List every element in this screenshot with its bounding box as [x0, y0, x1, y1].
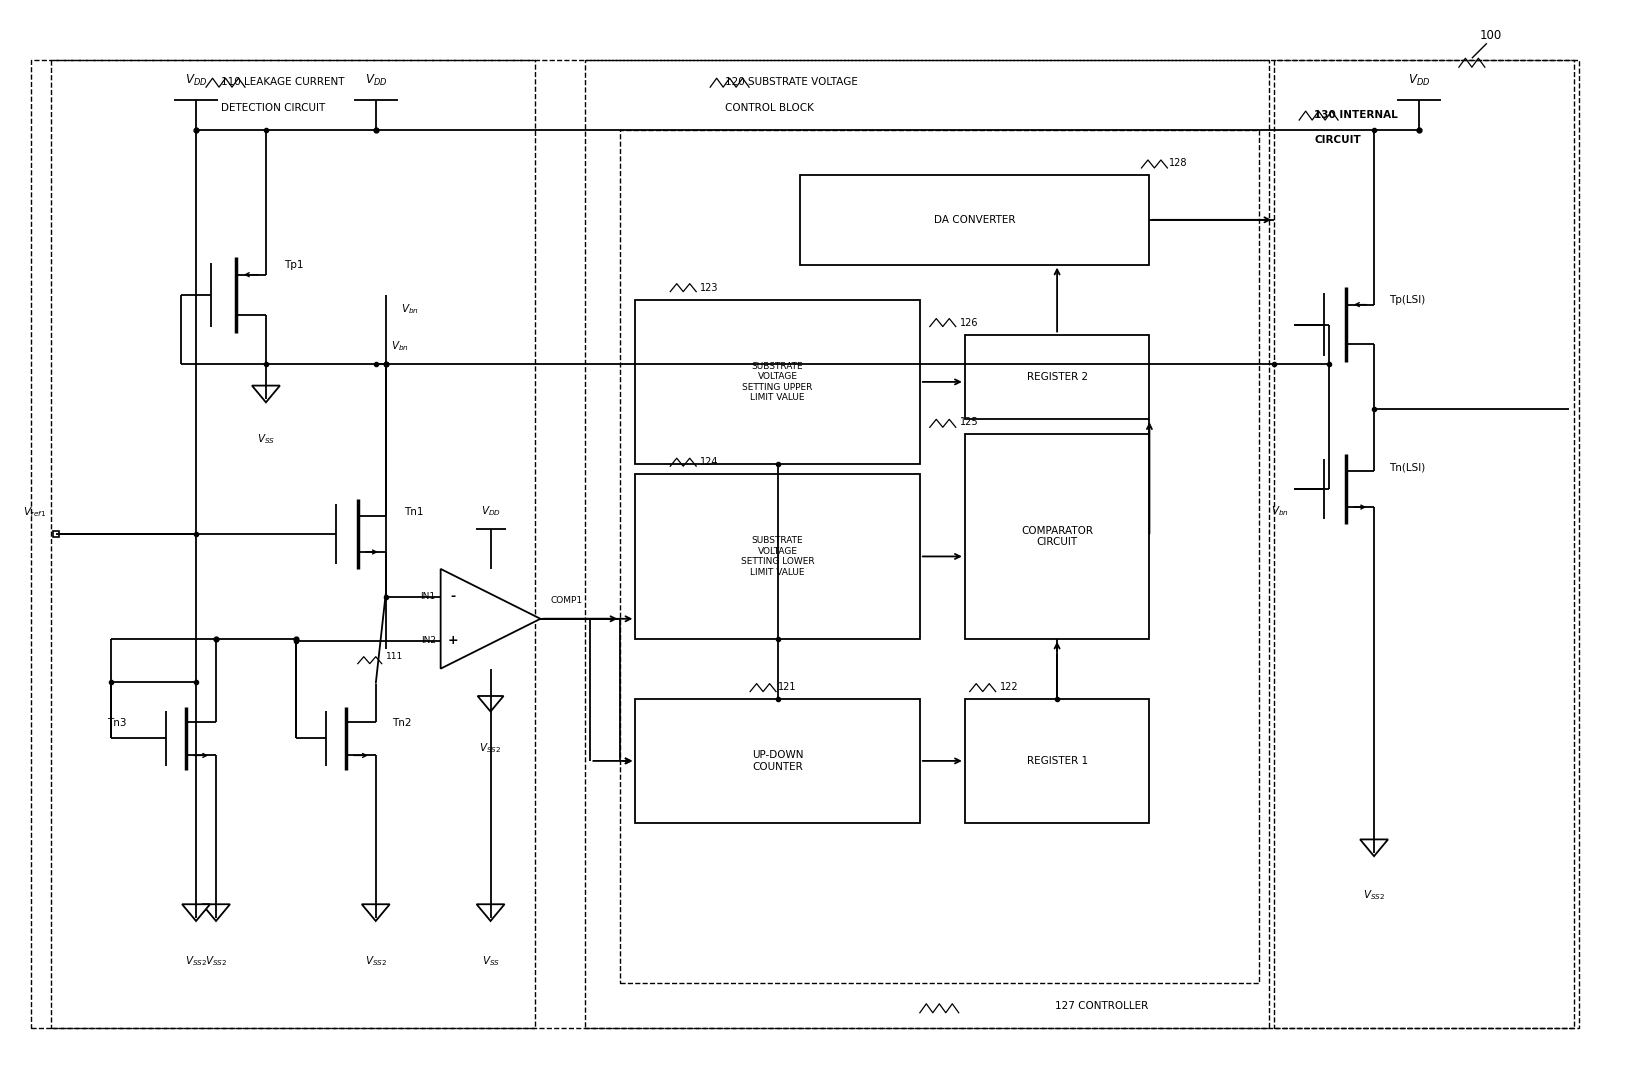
- Text: 125: 125: [960, 418, 978, 427]
- Text: SUBSTRATE
VOLTAGE
SETTING UPPER
LIMIT VALUE: SUBSTRATE VOLTAGE SETTING UPPER LIMIT VA…: [743, 362, 812, 402]
- Text: Tn(LSI): Tn(LSI): [1389, 462, 1425, 473]
- Text: $V_{DD}$: $V_{DD}$: [481, 504, 500, 518]
- Text: $V_{bn}$: $V_{bn}$: [1271, 504, 1289, 518]
- Text: IN2: IN2: [421, 636, 436, 645]
- Polygon shape: [182, 904, 210, 921]
- Text: COMPARATOR
CIRCUIT: COMPARATOR CIRCUIT: [1020, 525, 1094, 548]
- Text: $V_{bn}$: $V_{bn}$: [390, 339, 408, 353]
- Text: Tn2: Tn2: [392, 717, 411, 727]
- Text: $V_{DD}$: $V_{DD}$: [185, 73, 208, 88]
- Polygon shape: [252, 386, 280, 403]
- Text: $V_{DD}$: $V_{DD}$: [364, 73, 387, 88]
- Text: $V_{bn}$: $V_{bn}$: [401, 303, 419, 317]
- Bar: [635, 474, 920, 639]
- Bar: [635, 300, 920, 464]
- Text: 122: 122: [999, 682, 1019, 692]
- Bar: [965, 698, 1149, 824]
- Polygon shape: [202, 904, 231, 921]
- Text: +: +: [447, 635, 458, 648]
- Text: $V_{DD}$: $V_{DD}$: [1407, 73, 1430, 88]
- Text: 126: 126: [960, 318, 978, 328]
- Polygon shape: [478, 696, 504, 712]
- Text: $V_{SS2}$: $V_{SS2}$: [185, 954, 206, 968]
- Text: 100: 100: [1480, 29, 1502, 42]
- Text: UP-DOWN
COUNTER: UP-DOWN COUNTER: [752, 750, 803, 772]
- Text: REGISTER 2: REGISTER 2: [1027, 372, 1087, 382]
- Bar: [1274, 60, 1573, 1028]
- Text: 124: 124: [700, 458, 718, 467]
- Text: 120 SUBSTRATE VOLTAGE: 120 SUBSTRATE VOLTAGE: [725, 77, 858, 87]
- Polygon shape: [476, 904, 504, 921]
- Polygon shape: [440, 569, 541, 669]
- Text: $V_{SS2}$: $V_{SS2}$: [364, 954, 387, 968]
- Text: Tp(LSI): Tp(LSI): [1389, 294, 1425, 305]
- Bar: [585, 60, 1269, 1028]
- Text: REGISTER 1: REGISTER 1: [1027, 756, 1087, 766]
- Text: DA CONVERTER: DA CONVERTER: [934, 215, 1016, 224]
- Bar: [52, 60, 536, 1028]
- Bar: [965, 334, 1149, 419]
- Text: $V_{ref1}$: $V_{ref1}$: [23, 505, 46, 519]
- Text: 128: 128: [1170, 158, 1188, 168]
- Text: 121: 121: [778, 682, 796, 692]
- Text: 111: 111: [385, 652, 403, 662]
- Text: DETECTION CIRCUIT: DETECTION CIRCUIT: [221, 103, 325, 113]
- Text: IN1: IN1: [421, 593, 436, 601]
- Text: Tn1: Tn1: [403, 507, 422, 517]
- Text: 130 INTERNAL: 130 INTERNAL: [1315, 111, 1398, 120]
- Text: CIRCUIT: CIRCUIT: [1315, 135, 1360, 145]
- Text: -: -: [450, 591, 455, 604]
- Text: $V_{SS2}$: $V_{SS2}$: [205, 954, 228, 968]
- Bar: [965, 434, 1149, 639]
- Text: SUBSTRATE
VOLTAGE
SETTING LOWER
LIMIT VALUE: SUBSTRATE VOLTAGE SETTING LOWER LIMIT VA…: [741, 536, 814, 577]
- Text: $V_{SS}$: $V_{SS}$: [257, 433, 275, 446]
- Text: 127 CONTROLLER: 127 CONTROLLER: [1055, 1001, 1147, 1011]
- Bar: [800, 175, 1149, 264]
- Text: Tn3: Tn3: [107, 717, 127, 727]
- Bar: [621, 130, 1259, 983]
- Text: $V_{SS2}$: $V_{SS2}$: [1363, 888, 1384, 902]
- Polygon shape: [362, 904, 390, 921]
- Text: CONTROL BLOCK: CONTROL BLOCK: [725, 103, 814, 113]
- Polygon shape: [1360, 840, 1388, 856]
- Text: 123: 123: [700, 282, 718, 292]
- Text: COMP1: COMP1: [551, 596, 583, 606]
- Text: $V_{SS2}$: $V_{SS2}$: [479, 741, 502, 755]
- Text: $V_{SS}$: $V_{SS}$: [481, 954, 499, 968]
- Bar: [635, 698, 920, 824]
- Text: 110 LEAKAGE CURRENT: 110 LEAKAGE CURRENT: [221, 77, 344, 87]
- Text: Tp1: Tp1: [284, 260, 304, 270]
